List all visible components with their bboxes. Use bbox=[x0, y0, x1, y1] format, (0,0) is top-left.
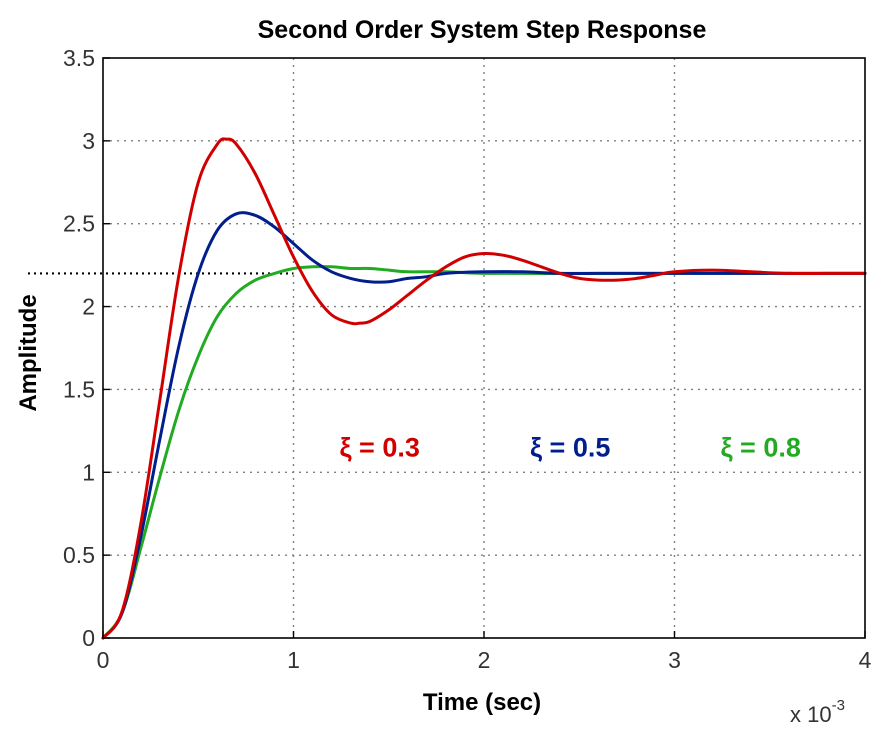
series-group bbox=[101, 137, 867, 640]
y-tick-label: 1 bbox=[82, 459, 95, 485]
chart-title: Second Order System Step Response bbox=[258, 16, 707, 44]
y-tick-label: 2.5 bbox=[63, 211, 95, 237]
y-tick-label: 3.5 bbox=[63, 45, 95, 71]
y-tick-label: 0.5 bbox=[63, 542, 95, 568]
x-tick-label: 1 bbox=[287, 647, 300, 673]
annotations: ξ = 0.3 ξ = 0.5 ξ = 0.8 bbox=[340, 432, 801, 462]
y-tick-label: 3 bbox=[82, 128, 95, 154]
series-line-zeta-0.3 bbox=[101, 137, 867, 640]
damping-ratio-label: ξ = 0.5 bbox=[530, 432, 610, 462]
x-tick-label: 4 bbox=[859, 647, 872, 673]
x-multiplier-exponent: -3 bbox=[832, 697, 845, 714]
y-tick-label: 0 bbox=[82, 625, 95, 651]
tick-labels: 0 1 2 3 4 0 0.5 1 1.5 2 2.5 3 3.5 bbox=[63, 45, 872, 673]
x-tick-label: 0 bbox=[97, 647, 110, 673]
y-tick-label: 2 bbox=[82, 294, 95, 320]
y-axis-label: Amplitude bbox=[15, 294, 42, 411]
x-tick-label: 2 bbox=[478, 647, 491, 673]
x-tick-label: 3 bbox=[668, 647, 681, 673]
x-axis-label: Time (sec) bbox=[423, 689, 541, 716]
x-axis-multiplier: x 10-3 bbox=[790, 697, 845, 727]
series-line-zeta-0.5 bbox=[101, 211, 867, 640]
damping-ratio-label: ξ = 0.8 bbox=[721, 432, 801, 462]
damping-ratio-label: ξ = 0.3 bbox=[340, 432, 420, 462]
y-tick-label: 1.5 bbox=[63, 376, 95, 402]
grid bbox=[103, 58, 865, 638]
x-multiplier-base: x 10 bbox=[790, 702, 832, 727]
